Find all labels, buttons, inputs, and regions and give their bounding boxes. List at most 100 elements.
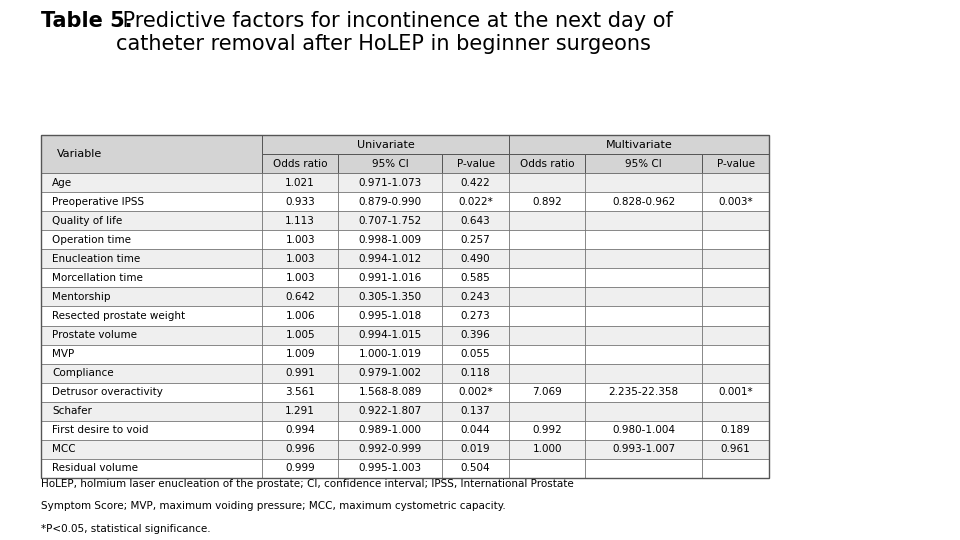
Bar	[509, 363, 586, 383]
Bar	[262, 345, 338, 363]
Bar	[442, 268, 509, 287]
Text: Variable: Variable	[57, 149, 102, 159]
Bar	[41, 230, 262, 249]
Text: 0.992: 0.992	[532, 426, 562, 435]
Text: Schafer: Schafer	[53, 406, 92, 416]
Bar	[442, 230, 509, 249]
Text: Compliance: Compliance	[53, 368, 114, 378]
Text: 0.995-1.003: 0.995-1.003	[359, 463, 421, 474]
Bar	[41, 363, 262, 383]
Text: International Neurourology Journal 2016;20:59−68: International Neurourology Journal 2016;…	[13, 163, 23, 377]
Bar	[509, 192, 586, 211]
Text: Odds ratio: Odds ratio	[520, 159, 574, 168]
Text: 1.568-8.089: 1.568-8.089	[358, 387, 421, 397]
Text: P-value: P-value	[457, 159, 494, 168]
Text: 1.003: 1.003	[285, 235, 315, 245]
Text: 0.707-1.752: 0.707-1.752	[358, 215, 421, 226]
Bar	[41, 135, 769, 478]
Bar	[586, 230, 702, 249]
Text: 0.305-1.350: 0.305-1.350	[359, 292, 421, 302]
Text: 0.922-1.807: 0.922-1.807	[358, 406, 421, 416]
Bar	[586, 249, 702, 268]
Bar	[338, 326, 442, 345]
Bar	[586, 268, 702, 287]
Text: Operation time: Operation time	[53, 235, 132, 245]
Text: 0.994-1.012: 0.994-1.012	[358, 254, 421, 264]
Bar	[262, 287, 338, 307]
Bar	[509, 173, 586, 192]
Bar	[338, 363, 442, 383]
Bar	[262, 326, 338, 345]
Bar	[262, 383, 338, 402]
Text: P-value: P-value	[717, 159, 755, 168]
Bar	[262, 459, 338, 478]
Bar	[702, 402, 769, 421]
Bar	[586, 459, 702, 478]
Text: 0.996: 0.996	[285, 444, 315, 454]
Text: 0.044: 0.044	[461, 426, 491, 435]
Text: 0.995-1.018: 0.995-1.018	[358, 311, 421, 321]
Text: *P<0.05, statistical significance.: *P<0.05, statistical significance.	[41, 524, 211, 534]
Bar	[41, 421, 262, 440]
Bar	[702, 192, 769, 211]
Text: 0.022*: 0.022*	[458, 197, 493, 207]
Bar	[338, 383, 442, 402]
Bar	[509, 268, 586, 287]
Text: HoLEP, holmium laser enucleation of the prostate; CI, confidence interval; IPSS,: HoLEP, holmium laser enucleation of the …	[41, 479, 574, 489]
Bar	[586, 211, 702, 230]
Bar	[338, 173, 442, 192]
Text: 1.000: 1.000	[533, 444, 562, 454]
Bar	[442, 363, 509, 383]
Bar	[509, 402, 586, 421]
Bar	[586, 402, 702, 421]
Bar	[41, 345, 262, 363]
Text: 0.933: 0.933	[285, 197, 315, 207]
Bar	[586, 192, 702, 211]
Bar	[586, 383, 702, 402]
Text: 0.055: 0.055	[461, 349, 491, 359]
Bar	[586, 440, 702, 459]
Text: 0.642: 0.642	[285, 292, 315, 302]
Bar	[509, 459, 586, 478]
Text: Enucleation time: Enucleation time	[53, 254, 140, 264]
Bar	[338, 421, 442, 440]
Bar	[586, 287, 702, 307]
Bar	[41, 383, 262, 402]
Text: MCC: MCC	[53, 444, 76, 454]
Bar	[262, 421, 338, 440]
Text: Odds ratio: Odds ratio	[273, 159, 327, 168]
Bar	[442, 326, 509, 345]
Bar	[442, 383, 509, 402]
Bar	[262, 154, 338, 173]
Text: 1.003: 1.003	[285, 273, 315, 283]
Bar	[338, 345, 442, 363]
Bar	[509, 211, 586, 230]
Text: 0.273: 0.273	[461, 311, 491, 321]
Bar	[338, 268, 442, 287]
Bar	[586, 421, 702, 440]
Text: First desire to void: First desire to void	[53, 426, 149, 435]
Bar	[702, 345, 769, 363]
Bar	[702, 211, 769, 230]
Bar	[262, 135, 509, 154]
Bar	[702, 287, 769, 307]
Text: 0.490: 0.490	[461, 254, 491, 264]
Bar	[338, 154, 442, 173]
Text: 0.396: 0.396	[461, 330, 491, 340]
Text: Resected prostate weight: Resected prostate weight	[53, 311, 185, 321]
Text: 0.243: 0.243	[461, 292, 491, 302]
Bar	[338, 287, 442, 307]
Text: 0.892: 0.892	[532, 197, 562, 207]
Bar	[509, 249, 586, 268]
Text: 0.991: 0.991	[285, 368, 315, 378]
Bar	[509, 421, 586, 440]
Bar	[262, 192, 338, 211]
Text: 0.994: 0.994	[285, 426, 315, 435]
Bar	[509, 345, 586, 363]
Text: 0.585: 0.585	[461, 273, 491, 283]
Text: Preoperative IPSS: Preoperative IPSS	[53, 197, 144, 207]
Bar	[442, 211, 509, 230]
Text: 1.003: 1.003	[285, 254, 315, 264]
Bar	[41, 459, 262, 478]
Bar	[338, 211, 442, 230]
